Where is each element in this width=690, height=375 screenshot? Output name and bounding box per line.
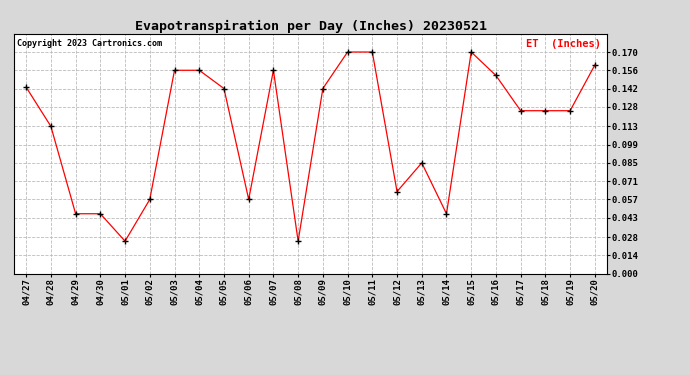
Text: ET  (Inches): ET (Inches) [526,39,601,48]
Text: Copyright 2023 Cartronics.com: Copyright 2023 Cartronics.com [17,39,161,48]
Title: Evapotranspiration per Day (Inches) 20230521: Evapotranspiration per Day (Inches) 2023… [135,20,486,33]
